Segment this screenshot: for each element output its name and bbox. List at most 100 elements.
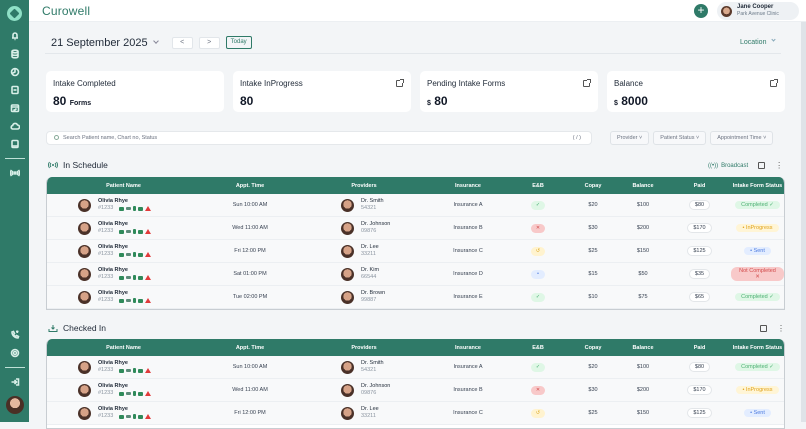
chevron-down-icon[interactable]	[152, 38, 159, 44]
chevron-down-icon	[771, 37, 777, 42]
patient-name[interactable]: Olivia Rhye	[98, 383, 128, 389]
card-balance[interactable]: Balance $ 8000	[607, 71, 785, 112]
broadcast-button[interactable]: ((•)) Broadcast	[708, 162, 749, 169]
today-button[interactable]: Today	[225, 36, 252, 49]
patient-name[interactable]: Olivia Rhye	[98, 198, 128, 204]
patient-name[interactable]: Olivia Rhye	[98, 221, 128, 227]
database-icon[interactable]	[8, 48, 22, 60]
table-row[interactable]: Olivia Rhye #1233 Sat 01:00 PM Dr. Kim 6…	[47, 263, 784, 286]
more-options-icon[interactable]: ⋮	[777, 324, 785, 333]
eb-status-icon[interactable]: ✓	[531, 362, 545, 372]
patient-name[interactable]: Olivia Rhye	[98, 267, 128, 273]
column-header[interactable]: Insurance	[455, 344, 481, 351]
column-header[interactable]: Copay	[584, 182, 602, 189]
paid-amount: $35	[688, 269, 711, 279]
column-header[interactable]: Paid	[693, 344, 706, 351]
column-header[interactable]: Appt. Time	[235, 344, 265, 351]
scrollbar[interactable]	[801, 22, 806, 422]
external-link-icon[interactable]	[760, 325, 767, 332]
table-row[interactable]: Olivia Rhye #1233 Wed 11:00 AM Dr. Johns…	[47, 379, 784, 402]
patient-name[interactable]: Olivia Rhye	[98, 360, 128, 366]
eb-status-icon[interactable]: •	[531, 269, 545, 279]
add-button[interactable]: +	[694, 4, 708, 18]
intake-status-badge[interactable]: • InProgress	[736, 224, 779, 232]
table-row[interactable]: Olivia Rhye #1233 Tue 02:00 PM Dr. Brown…	[47, 286, 784, 309]
column-header[interactable]: Insurance	[455, 182, 481, 189]
card-pending-intake[interactable]: Pending Intake Forms $ 80	[420, 71, 598, 112]
external-link-icon[interactable]	[583, 79, 591, 87]
chart-pie-icon[interactable]	[8, 66, 22, 78]
insurance-card-icon	[118, 252, 124, 257]
patient-avatar	[78, 244, 91, 258]
patient-name[interactable]: Olivia Rhye	[98, 290, 128, 296]
table-row[interactable]: Olivia Rhye #1233 Sun 10:00 AM Dr. Smith…	[47, 194, 784, 217]
column-header[interactable]: Patient Name	[106, 182, 141, 189]
column-header[interactable]: Providers	[351, 182, 377, 189]
intake-status-badge[interactable]: Completed ✓	[735, 201, 780, 209]
column-header[interactable]: Intake Form Status	[732, 182, 783, 189]
card-intake-inprogress[interactable]: Intake InProgress 80	[233, 71, 411, 112]
column-header[interactable]: Appt. Time	[235, 182, 265, 189]
column-header[interactable]: Intake Form Status	[732, 344, 783, 351]
next-day-button[interactable]: >	[198, 36, 220, 49]
settings-icon[interactable]	[8, 347, 22, 359]
broadcast-icon[interactable]	[8, 167, 22, 179]
message-icon	[137, 229, 143, 234]
patient-name[interactable]: Olivia Rhye	[98, 406, 128, 412]
column-header[interactable]: Balance	[632, 344, 654, 351]
cloud-icon[interactable]	[8, 120, 22, 132]
eb-status-icon[interactable]: ✓	[531, 200, 545, 210]
column-header[interactable]: Providers	[351, 344, 377, 351]
column-header[interactable]: E&B	[532, 344, 544, 351]
eb-status-icon[interactable]: ✓	[531, 292, 545, 302]
filter-patient-status[interactable]: Patient Status ˅	[653, 131, 707, 145]
logout-icon[interactable]	[8, 376, 22, 388]
intake-status-badge[interactable]: • Sent	[744, 409, 771, 417]
bell-icon[interactable]	[8, 30, 22, 42]
filter-provider[interactable]: Provider ˅	[610, 131, 650, 145]
table-row[interactable]: Olivia Rhye #1233 Fri 12:00 PM Dr. Lee 3…	[47, 402, 784, 425]
patient-name[interactable]: Olivia Rhye	[98, 244, 128, 250]
prev-day-button[interactable]: <	[171, 36, 193, 49]
search-input[interactable]: Search Patient name, Chart no, Status ( …	[46, 131, 592, 145]
phone-call-icon[interactable]	[8, 329, 22, 341]
eb-status-icon[interactable]: ↺	[531, 408, 545, 418]
column-header[interactable]: Balance	[632, 182, 654, 189]
eb-status-icon[interactable]: ✕	[531, 385, 545, 395]
card-intake-completed[interactable]: Intake Completed 80 Forms	[46, 71, 224, 112]
external-link-icon[interactable]	[396, 79, 404, 87]
eb-status-icon[interactable]: ↺	[531, 246, 545, 256]
user-menu[interactable]: Jane Cooper Park Avenue Clinic	[717, 2, 799, 20]
calendar-check-icon[interactable]	[8, 102, 22, 114]
card-icon	[125, 253, 131, 256]
column-header[interactable]: Paid	[693, 182, 706, 189]
intake-status-badge[interactable]: Completed ✓	[735, 293, 780, 301]
column-header[interactable]: Copay	[584, 344, 602, 351]
filter-appointment-time[interactable]: Appointment Time ˅	[710, 131, 774, 145]
patient-id: #1233	[98, 205, 114, 211]
more-options-icon[interactable]: ⋮	[775, 161, 784, 170]
intake-status-badge[interactable]: Not Completed ✕	[731, 267, 784, 281]
table-row[interactable]: Olivia Rhye #1233 Sun 10:00 AM Dr. Smith…	[47, 356, 784, 379]
external-link-icon[interactable]	[770, 79, 778, 87]
table-row[interactable]: Olivia Rhye #1233 Fri 12:00 PM Dr. Lee 3…	[47, 240, 784, 263]
avatar[interactable]	[5, 396, 24, 414]
location-label: Location	[740, 39, 767, 46]
intake-status-badge[interactable]: • Sent	[744, 247, 771, 255]
insurance-card-icon	[118, 206, 124, 211]
sidebar-divider	[4, 158, 25, 159]
paid-amount: $80	[688, 362, 711, 372]
logo-icon[interactable]	[7, 6, 22, 21]
intake-status-badge[interactable]: Completed ✓	[735, 363, 780, 371]
location-dropdown[interactable]: Location	[740, 37, 777, 46]
date-picker[interactable]: 21 September 2025	[51, 36, 148, 49]
column-header[interactable]: E&B	[532, 182, 544, 189]
tablet-icon[interactable]	[8, 138, 22, 150]
eb-status-icon[interactable]: ✕	[531, 223, 545, 233]
external-link-icon[interactable]	[758, 162, 766, 169]
table-row[interactable]: Olivia Rhye #1233 Wed 11:00 AM Dr. Johns…	[47, 217, 784, 240]
balance: $50	[638, 271, 648, 277]
intake-status-badge[interactable]: • InProgress	[736, 386, 779, 394]
column-header[interactable]: Patient Name	[106, 344, 141, 351]
clipboard-icon[interactable]	[8, 84, 22, 96]
